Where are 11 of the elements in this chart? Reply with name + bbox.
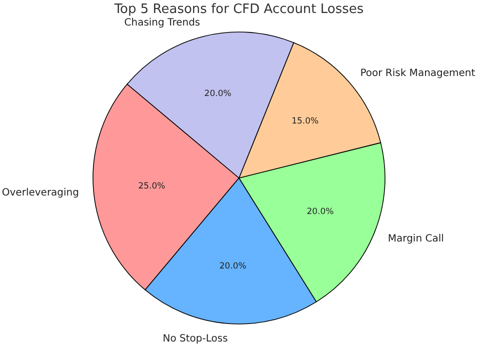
slice-label: Margin Call [388,234,444,245]
chart-title: Top 5 Reasons for CFD Account Losses [113,2,364,17]
data-label: 15.0% [292,116,319,127]
slice-label: Poor Risk Management [360,68,476,80]
data-label: 20.0% [306,206,334,217]
slice-label: No Stop-Loss [162,334,228,345]
slice-label: Chasing Trends [124,18,200,29]
slice-label: Overleveraging [2,187,80,198]
data-label: 20.0% [219,261,246,272]
data-label: 25.0% [138,182,166,192]
data-label: 20.0% [204,88,232,99]
